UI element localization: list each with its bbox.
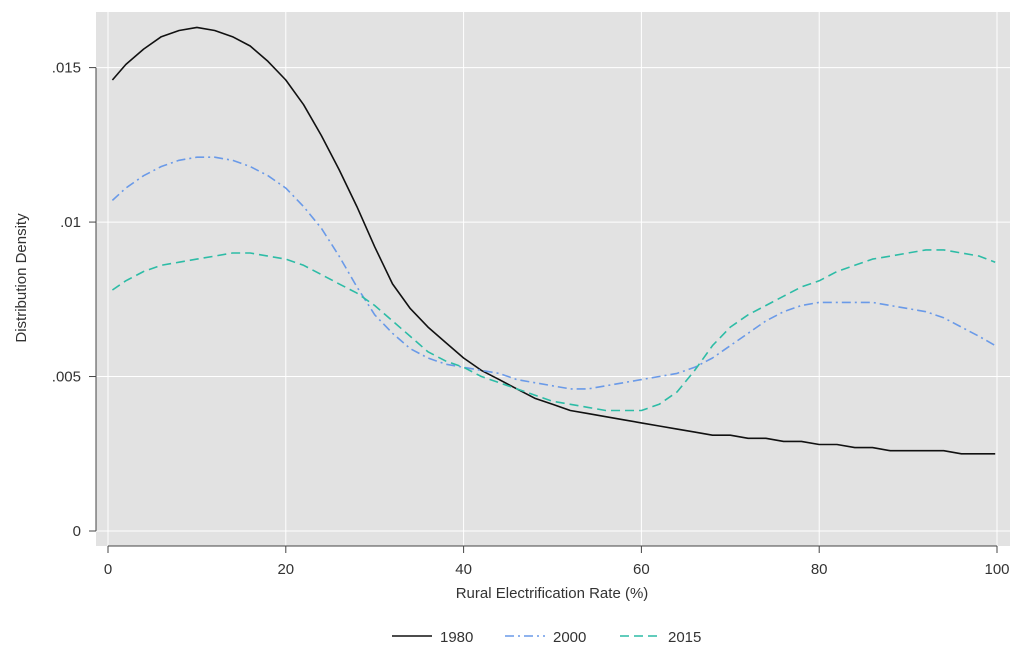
series-line-1980: [111, 26, 996, 455]
series-layer: [111, 26, 996, 455]
y-tick-label: .015: [52, 60, 81, 77]
x-tick-label: 60: [633, 561, 650, 578]
legend-label-1980: 1980: [440, 629, 473, 646]
series-line-2000: [111, 156, 996, 390]
legend: 1980 2000 2015: [392, 629, 701, 646]
y-tick-label: .005: [52, 369, 81, 386]
y-tick-label: .01: [60, 214, 81, 231]
x-tick-label: 100: [984, 561, 1009, 578]
y-axis-title: Distribution Density: [13, 213, 30, 343]
x-tick-label: 20: [277, 561, 294, 578]
x-tick-label: 40: [455, 561, 472, 578]
grid-layer: [96, 12, 1010, 546]
legend-label-2015: 2015: [668, 629, 701, 646]
legend-label-2000: 2000: [553, 629, 586, 646]
axis-layer: 0 .005 .01 .015 0 20 40 60 80 100: [52, 60, 1010, 578]
x-tick-label: 80: [811, 561, 828, 578]
plot-panel: [96, 12, 1010, 546]
series-line-2015: [111, 249, 996, 412]
x-tick-label: 0: [104, 561, 112, 578]
y-tick-label: 0: [73, 523, 81, 540]
x-axis-title: Rural Electrification Rate (%): [456, 585, 649, 602]
